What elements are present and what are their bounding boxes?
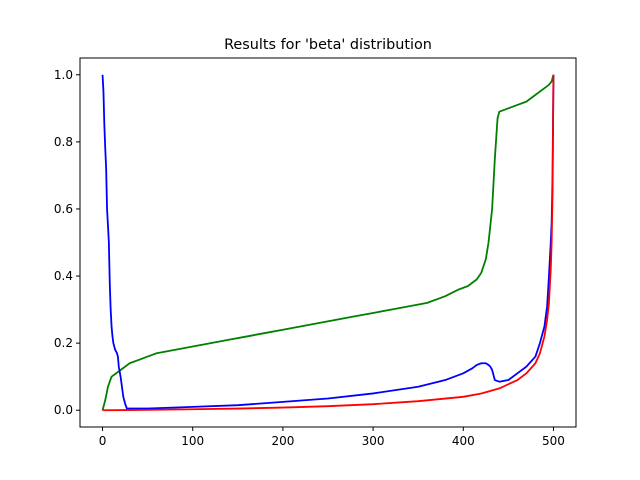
y-tick-label: 0.0 <box>54 403 73 417</box>
series-line-2 <box>101 74 555 410</box>
y-axis: 0.0 0.2 0.4 0.6 0.8 1.0 <box>54 68 80 417</box>
y-tick-label: 0.8 <box>54 135 73 149</box>
x-axis: 0 100 200 300 400 500 <box>99 427 565 448</box>
x-tick-label: 500 <box>542 434 565 448</box>
x-tick-label: 0 <box>99 434 107 448</box>
series-line-3 <box>102 74 555 412</box>
chart-title: Results for 'beta' distribution <box>224 37 432 53</box>
y-tick-label: 0.2 <box>54 336 73 350</box>
plot-area <box>80 58 576 427</box>
y-tick-label: 0.6 <box>54 202 73 216</box>
series-line-1 <box>101 74 555 411</box>
axes-frame <box>79 57 577 428</box>
x-tick-label: 300 <box>362 434 385 448</box>
y-tick-label: 0.4 <box>54 269 73 283</box>
x-tick-label: 200 <box>271 434 294 448</box>
series-layer <box>101 74 555 412</box>
x-tick-label: 400 <box>452 434 475 448</box>
x-tick-label: 100 <box>181 434 204 448</box>
y-tick-label: 1.0 <box>54 68 73 82</box>
